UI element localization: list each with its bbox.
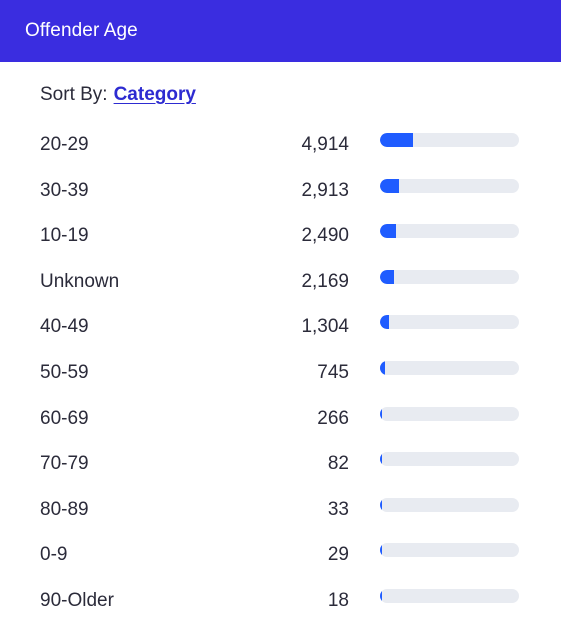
list-item: 40-49 1,304 bbox=[0, 306, 561, 352]
row-count: 33 bbox=[327, 498, 349, 520]
row-count: 745 bbox=[317, 361, 349, 383]
bar-track bbox=[380, 452, 519, 467]
bar-track bbox=[380, 360, 519, 375]
bar-fill bbox=[380, 406, 382, 421]
row-count: 29 bbox=[327, 544, 349, 566]
row-label: 20-29 bbox=[40, 134, 89, 155]
row-label: 10-19 bbox=[40, 225, 89, 247]
bar-fill bbox=[380, 588, 382, 603]
list-item: 50-59 745 bbox=[0, 352, 561, 398]
sort-label: Sort By: bbox=[40, 84, 108, 105]
card-title: Offender Age bbox=[25, 20, 138, 41]
list-item: 20-29 4,914 bbox=[0, 124, 561, 170]
row-label: 70-79 bbox=[40, 453, 89, 475]
row-count: 82 bbox=[327, 453, 349, 475]
list-item: 70-79 82 bbox=[0, 443, 561, 489]
row-label: 0-9 bbox=[40, 544, 68, 566]
age-list: 20-29 4,914 30-39 2,913 10-19 2,490 Unknown 2,1… bbox=[0, 124, 561, 622]
list-item: Unknown 2,169 bbox=[0, 261, 561, 307]
bar-track bbox=[380, 406, 519, 421]
bar-fill bbox=[380, 497, 382, 512]
list-item: 10-19 2,490 bbox=[0, 215, 561, 261]
list-item: 0-9 29 bbox=[0, 534, 561, 580]
row-count: 2,913 bbox=[301, 179, 349, 201]
row-count: 1,304 bbox=[301, 316, 349, 338]
list-item: 60-69 266 bbox=[0, 398, 561, 444]
sort-control: Sort By: Category bbox=[40, 84, 196, 106]
row-label: 30-39 bbox=[40, 179, 89, 201]
bar-track bbox=[380, 224, 519, 239]
row-count: 2,169 bbox=[301, 270, 349, 292]
bar-fill bbox=[380, 133, 413, 147]
bar-fill bbox=[380, 269, 395, 284]
list-item: 80-89 33 bbox=[0, 489, 561, 535]
row-label: 50-59 bbox=[40, 361, 89, 383]
row-label: 60-69 bbox=[40, 407, 89, 429]
bar-fill bbox=[380, 452, 382, 467]
bar-track bbox=[380, 497, 519, 512]
bar-track bbox=[380, 269, 519, 284]
row-count: 2,490 bbox=[301, 225, 349, 247]
bar-fill bbox=[380, 178, 400, 193]
sort-by-link[interactable]: Category bbox=[113, 84, 196, 105]
bar-fill bbox=[380, 360, 385, 375]
row-count: 266 bbox=[317, 407, 349, 429]
row-label: 40-49 bbox=[40, 316, 89, 338]
bar-track bbox=[380, 543, 519, 558]
bar-track bbox=[380, 588, 519, 603]
bar-track bbox=[380, 315, 519, 330]
row-label: Unknown bbox=[40, 270, 120, 292]
row-label: 80-89 bbox=[40, 498, 89, 520]
bar-track bbox=[380, 178, 519, 193]
bar-fill bbox=[380, 224, 397, 239]
bar-fill bbox=[380, 315, 389, 330]
list-item: 30-39 2,913 bbox=[0, 170, 561, 216]
row-label: 90-Older bbox=[40, 589, 114, 611]
card-header: Offender Age bbox=[0, 0, 561, 62]
bar-fill bbox=[380, 543, 382, 558]
list-item: 90-Older 18 bbox=[0, 580, 561, 622]
row-count: 18 bbox=[327, 589, 349, 611]
row-count: 4,914 bbox=[301, 134, 349, 155]
bar-track bbox=[380, 133, 519, 147]
